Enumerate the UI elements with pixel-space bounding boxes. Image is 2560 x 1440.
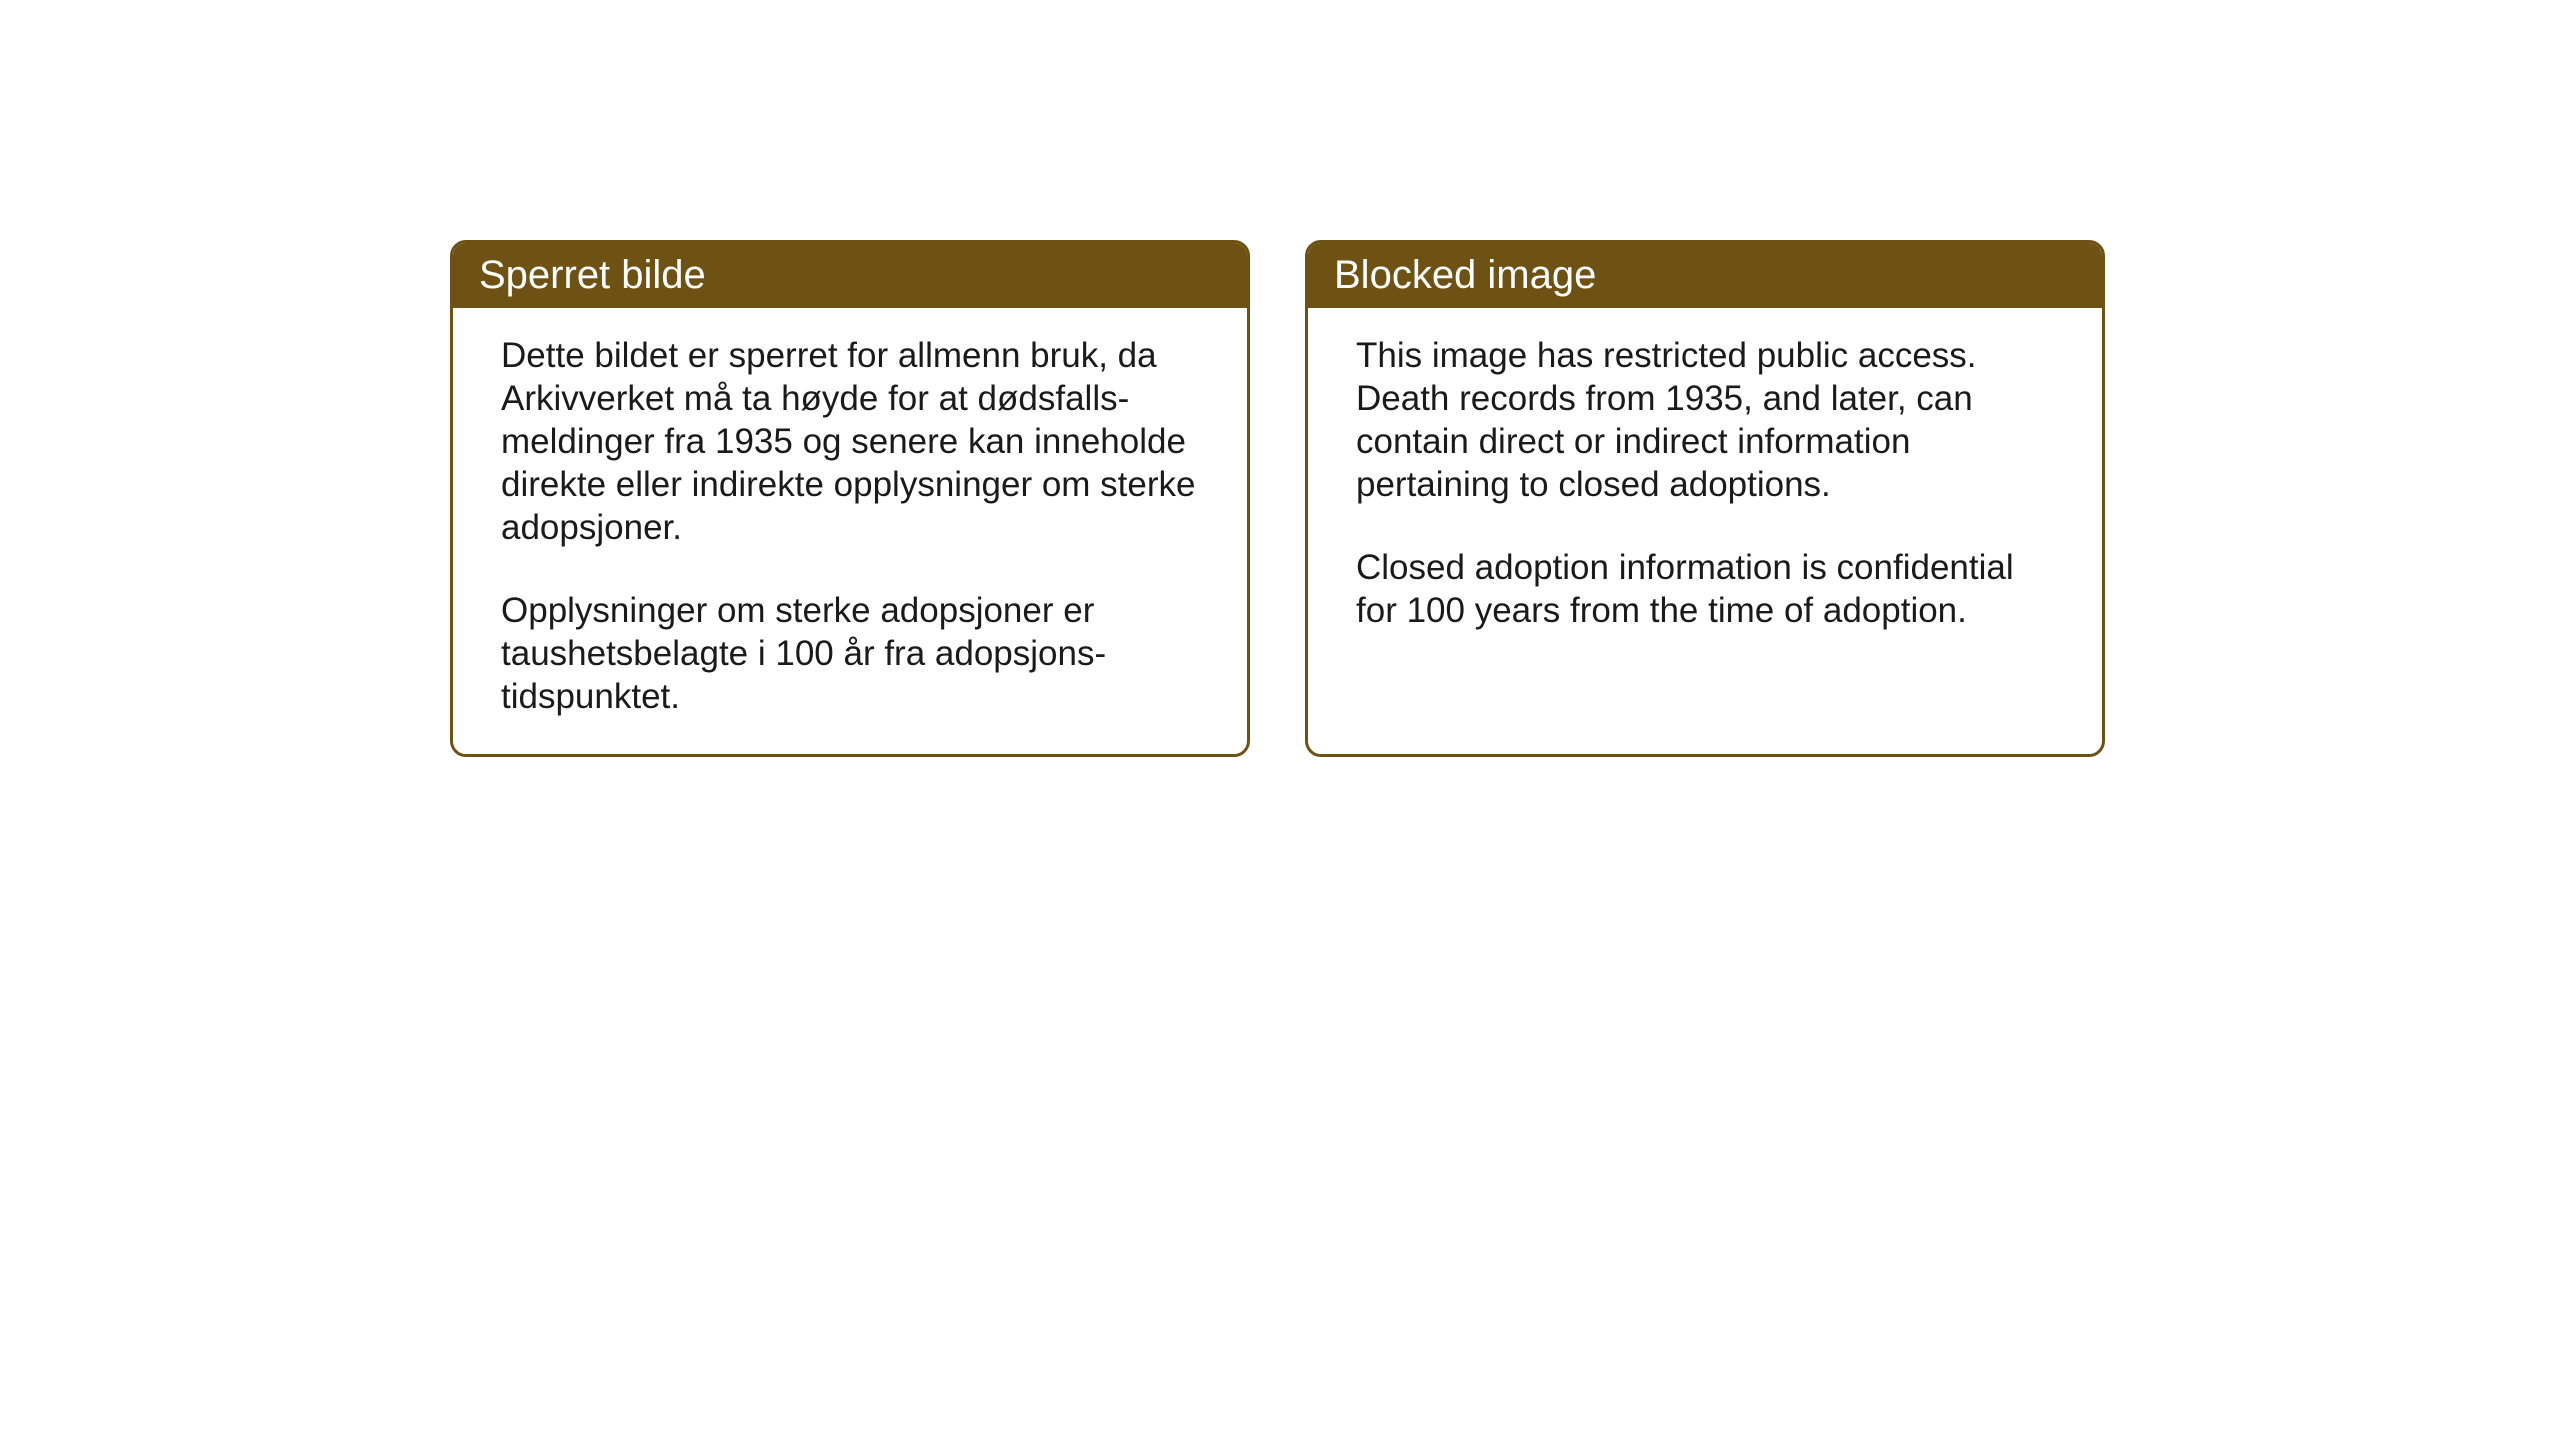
card-title: Sperret bilde [479, 253, 706, 297]
card-body-norwegian: Dette bildet er sperret for allmenn bruk… [453, 308, 1247, 754]
notice-paragraph: Closed adoption information is confident… [1356, 546, 2054, 632]
card-header-english: Blocked image [1308, 243, 2102, 308]
notice-container: Sperret bilde Dette bildet er sperret fo… [0, 0, 2560, 757]
notice-paragraph: Opplysninger om sterke adopsjoner er tau… [501, 589, 1199, 718]
card-body-english: This image has restricted public access.… [1308, 308, 2102, 668]
notice-card-norwegian: Sperret bilde Dette bildet er sperret fo… [450, 240, 1250, 757]
notice-paragraph: Dette bildet er sperret for allmenn bruk… [501, 334, 1199, 549]
card-header-norwegian: Sperret bilde [453, 243, 1247, 308]
notice-card-english: Blocked image This image has restricted … [1305, 240, 2105, 757]
card-title: Blocked image [1334, 253, 1596, 297]
notice-paragraph: This image has restricted public access.… [1356, 334, 2054, 506]
